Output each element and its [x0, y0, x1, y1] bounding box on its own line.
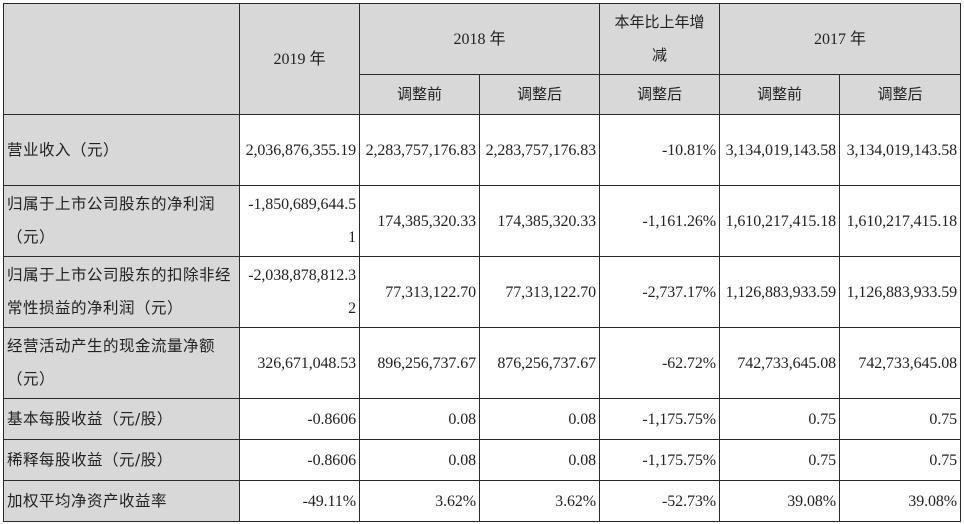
cell-2019: -49.11% — [239, 480, 360, 522]
row-label: 加权平均净资产收益率 — [3, 480, 240, 522]
cell-2017-after: 3,134,019,143.58 — [839, 114, 962, 186]
row-label: 经营活动产生的现金流量净额（元） — [3, 327, 240, 399]
financial-summary-table: 2019 年 2018 年 本年比上年增减 2017 年 调整前 调整后 调整后… — [3, 3, 962, 522]
cell-2017-after: 39.08% — [839, 480, 962, 522]
subheader-2018-after: 调整后 — [478, 74, 601, 115]
header-2017: 2017 年 — [719, 3, 962, 75]
cell-2017-after: 0.75 — [839, 439, 962, 481]
cell-2018-before: 174,385,320.33 — [359, 185, 480, 257]
row-label: 基本每股收益（元/股） — [3, 398, 240, 440]
cell-2018-after: 0.08 — [478, 398, 601, 440]
subheader-2018-before: 调整前 — [359, 74, 480, 115]
cell-2019: -1,850,689,644.51 — [239, 185, 360, 257]
table-row-net-profit-deducted: 归属于上市公司股东的扣除非经常性损益的净利润（元） -2,038,878,812… — [3, 256, 962, 328]
subheader-2017-after: 调整后 — [839, 74, 962, 115]
header-corner-cell — [3, 3, 240, 115]
cell-2019: 326,671,048.53 — [239, 327, 360, 399]
cell-change: -52.73% — [599, 480, 721, 522]
table-row-basic-eps: 基本每股收益（元/股） -0.8606 0.08 0.08 -1,175.75%… — [3, 398, 962, 440]
cell-change: -1,175.75% — [599, 398, 721, 440]
header-row-years: 2019 年 2018 年 本年比上年增减 2017 年 — [3, 3, 962, 115]
header-2017-label: 2017 年 — [814, 30, 867, 48]
row-label: 稀释每股收益（元/股） — [3, 439, 240, 481]
cell-2017-after: 1,126,883,933.59 — [839, 256, 962, 328]
cell-2018-before: 896,256,737.67 — [359, 327, 480, 399]
table-row-operating-cash-flow: 经营活动产生的现金流量净额（元） 326,671,048.53 896,256,… — [3, 327, 962, 399]
cell-change: -2,737.17% — [599, 256, 721, 328]
cell-2017-after: 742,733,645.08 — [839, 327, 962, 399]
cell-2017-before: 0.75 — [719, 439, 841, 481]
header-row-sub: 调整前 调整后 调整后 调整前 调整后 — [4, 74, 962, 115]
cell-2017-before: 1,126,883,933.59 — [719, 256, 841, 328]
cell-2017-before: 3,134,019,143.58 — [719, 114, 841, 186]
cell-2018-after: 2,283,757,176.83 — [478, 114, 601, 186]
row-label: 归属于上市公司股东的扣除非经常性损益的净利润（元） — [3, 256, 240, 328]
cell-2018-after: 174,385,320.33 — [478, 185, 601, 257]
header-2019: 2019 年 — [239, 3, 360, 115]
cell-2018-after: 876,256,737.67 — [478, 327, 601, 399]
cell-2018-before: 0.08 — [359, 398, 480, 440]
cell-2017-after: 1,610,217,415.18 — [839, 185, 962, 257]
cell-2018-after: 3.62% — [478, 480, 601, 522]
header-2018-label: 2018 年 — [453, 30, 506, 48]
header-2018: 2018 年 — [358, 3, 601, 75]
cell-change: -62.72% — [599, 327, 721, 399]
header-2019-label: 2019 年 — [273, 50, 326, 68]
cell-change: -1,175.75% — [599, 439, 721, 481]
row-label: 营业收入（元） — [3, 114, 240, 186]
row-label: 归属于上市公司股东的净利润（元） — [3, 185, 240, 257]
cell-2017-before: 742,733,645.08 — [719, 327, 841, 399]
cell-2018-before: 2,283,757,176.83 — [359, 114, 480, 186]
header-change-line1: 本年比上年增 — [614, 13, 705, 31]
cell-2017-before: 0.75 — [719, 398, 841, 440]
table-row-weighted-roe: 加权平均净资产收益率 -49.11% 3.62% 3.62% -52.73% 3… — [3, 480, 962, 522]
table-row-diluted-eps: 稀释每股收益（元/股） -0.8606 0.08 0.08 -1,175.75%… — [3, 439, 962, 481]
cell-2018-after: 77,313,122.70 — [478, 256, 601, 328]
header-change-line2: 减 — [652, 46, 668, 64]
header-change: 本年比上年增减 — [599, 3, 721, 75]
subheader-change-after: 调整后 — [599, 74, 721, 115]
cell-2017-after: 0.75 — [839, 398, 962, 440]
cell-2019: -0.8606 — [239, 398, 360, 440]
cell-2019: -0.8606 — [239, 439, 360, 481]
cell-2019: -2,038,878,812.32 — [239, 256, 360, 328]
table-row-net-profit: 归属于上市公司股东的净利润（元） -1,850,689,644.51 174,3… — [3, 185, 962, 257]
cell-2019: 2,036,876,355.19 — [239, 114, 360, 186]
cell-2018-before: 0.08 — [359, 439, 480, 481]
table-row-revenue: 营业收入（元） 2,036,876,355.19 2,283,757,176.8… — [3, 114, 962, 186]
cell-2018-before: 3.62% — [359, 480, 480, 522]
cell-change: -1,161.26% — [599, 185, 721, 257]
cell-2017-before: 39.08% — [719, 480, 841, 522]
cell-2018-after: 0.08 — [478, 439, 601, 481]
subheader-2017-before: 调整前 — [719, 74, 841, 115]
cell-2018-before: 77,313,122.70 — [359, 256, 480, 328]
cell-change: -10.81% — [599, 114, 721, 186]
cell-2017-before: 1,610,217,415.18 — [719, 185, 841, 257]
